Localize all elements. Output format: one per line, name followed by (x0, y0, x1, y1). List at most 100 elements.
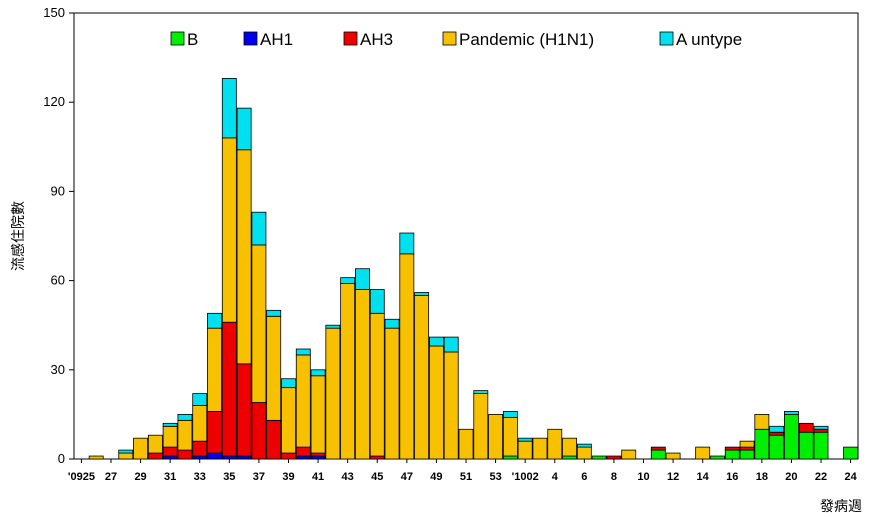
bar-segment-b-48 (784, 413, 799, 460)
bar-segment-b-39 (650, 449, 666, 460)
bar-segment-ah3-16 (310, 452, 326, 457)
bar-segment-ah1-15 (295, 455, 311, 460)
x-tick-label: 37 (253, 471, 265, 483)
bar-segment-ah3-44 (724, 446, 740, 451)
bar-segment-pandemic-h1n1--37 (621, 449, 637, 460)
bar-segment-a-untype-30 (517, 437, 533, 442)
bar-segment-ah3-39 (650, 446, 666, 451)
bar-segment-pandemic-h1n1--24 (428, 345, 444, 460)
bar-segment-pandemic-h1n1--16 (310, 375, 326, 454)
bar-segment-a-untype-48 (784, 411, 799, 415)
bar-segment-a-untype-17 (325, 324, 341, 329)
bar-segment-ah3-10 (221, 321, 237, 457)
x-tick-label: 53 (489, 471, 501, 483)
bar-segment-ah3-9 (207, 411, 222, 454)
bar-segment-ah3-8 (192, 440, 208, 457)
bar-segment-b-49 (798, 431, 814, 460)
bar-segment-pandemic-h1n1--26 (458, 428, 474, 460)
bar-segment-pandemic-h1n1--3 (118, 452, 134, 460)
bar-segment-ah3-5 (147, 452, 163, 460)
y-axis: 0 30 60 90 120 150 (43, 5, 74, 466)
bar-segment-a-untype-34 (576, 443, 592, 448)
legend-swatch (659, 31, 674, 46)
bar-segment-a-untype-16 (310, 369, 326, 377)
bar-segment-ah3-47 (769, 431, 785, 436)
bar-segment-ah3-50 (813, 428, 829, 433)
bar-segment-pandemic-h1n1--19 (355, 289, 370, 460)
bar-segment-a-untype-6 (162, 422, 178, 427)
bar-segment-b-52 (843, 446, 859, 460)
x-tick-label: '1002 (512, 471, 539, 483)
bar-segment-b-47 (769, 434, 785, 460)
y-axis-title: 流感住院數 (10, 201, 27, 271)
x-tick-label: 10 (637, 471, 649, 483)
bar-segment-pandemic-h1n1--45 (739, 440, 755, 448)
bar-segment-pandemic-h1n1--46 (754, 413, 770, 430)
bar-segment-pandemic-h1n1--6 (162, 425, 178, 448)
bar-segment-a-untype-21 (384, 318, 400, 329)
bar-segment-pandemic-h1n1--5 (147, 434, 163, 454)
x-tick-label: 39 (282, 471, 294, 483)
bar-segment-a-untype-47 (769, 425, 785, 433)
bar-segment-a-untype-9 (207, 312, 222, 329)
bar-segment-b-35 (591, 455, 607, 460)
x-axis: '0925 27 29 31 33 35 37 39 41 43 45 47 49 51 53 '1002 4 6… (68, 459, 858, 483)
bar-segment-pandemic-h1n1--13 (266, 315, 282, 421)
bar-segment-b-46 (754, 428, 770, 460)
legend-label: B (187, 30, 198, 49)
bar-segment-b-33 (562, 455, 577, 460)
y-tick-label: 120 (43, 94, 65, 109)
bar-segment-pandemic-h1n1--25 (443, 351, 459, 460)
x-tick-label: 18 (756, 471, 768, 483)
bar-segment-ah3-49 (798, 422, 814, 433)
x-tick-label: 41 (312, 471, 324, 483)
bar-segment-ah3-45 (739, 446, 755, 451)
bar-segment-ah3-36 (606, 455, 622, 460)
bar-segment-ah1-16 (310, 455, 326, 460)
y-tick-label: 30 (51, 362, 65, 377)
legend-swatch (442, 31, 457, 46)
bar-segment-pandemic-h1n1--29 (502, 416, 518, 457)
bar-segment-pandemic-h1n1--20 (369, 312, 385, 457)
bar-segment-pandemic-h1n1--21 (384, 327, 400, 460)
legend-label: A untype (676, 30, 742, 49)
bar-segment-pandemic-h1n1--33 (562, 437, 577, 457)
bar-segment-a-untype-20 (369, 289, 385, 314)
x-tick-label: 14 (697, 471, 710, 483)
bar-segment-pandemic-h1n1--10 (221, 137, 237, 323)
bar-segment-a-untype-8 (192, 393, 208, 406)
bar-segment-ah3-14 (281, 452, 296, 460)
x-tick-label: 33 (194, 471, 206, 483)
x-tick-label: 8 (611, 471, 617, 483)
bar-segment-ah3-11 (236, 363, 252, 457)
bar-segment-pandemic-h1n1--11 (236, 149, 252, 365)
legend-label: AH3 (360, 30, 393, 49)
bar-segment-ah1-10 (221, 455, 237, 460)
legend-swatch (170, 31, 185, 46)
legend-label: Pandemic (H1N1) (459, 30, 594, 49)
x-tick-label: '0925 (68, 471, 95, 483)
bar-segment-a-untype-25 (443, 336, 459, 353)
bar-segment-a-untype-13 (266, 309, 282, 317)
bar-segment-pandemic-h1n1--14 (281, 387, 296, 454)
bar-segment-a-untype-29 (502, 411, 518, 418)
x-tick-label: 4 (552, 471, 559, 483)
x-tick-label: 24 (844, 471, 857, 483)
bar-segment-pandemic-h1n1--17 (325, 327, 341, 460)
x-tick-label: 31 (164, 471, 176, 483)
y-tick-label: 90 (51, 183, 65, 198)
bar-segment-pandemic-h1n1--4 (133, 437, 148, 460)
bar-segment-pandemic-h1n1--40 (665, 452, 681, 460)
legend: B AH1 AH3 Pandemic (H1N1) A untype (170, 30, 742, 49)
x-tick-label: 45 (371, 471, 383, 483)
x-tick-label: 29 (134, 471, 146, 483)
bar-segment-a-untype-50 (813, 425, 829, 430)
bar-segment-ah3-6 (162, 446, 178, 457)
bar-segment-pandemic-h1n1--15 (295, 354, 311, 448)
bar-segment-b-29 (502, 455, 518, 460)
bar-segment-pandemic-h1n1--7 (177, 419, 193, 451)
bar-segment-b-50 (813, 431, 829, 460)
bar-segment-ah3-12 (251, 402, 267, 460)
bar-segment-a-untype-24 (428, 336, 444, 347)
